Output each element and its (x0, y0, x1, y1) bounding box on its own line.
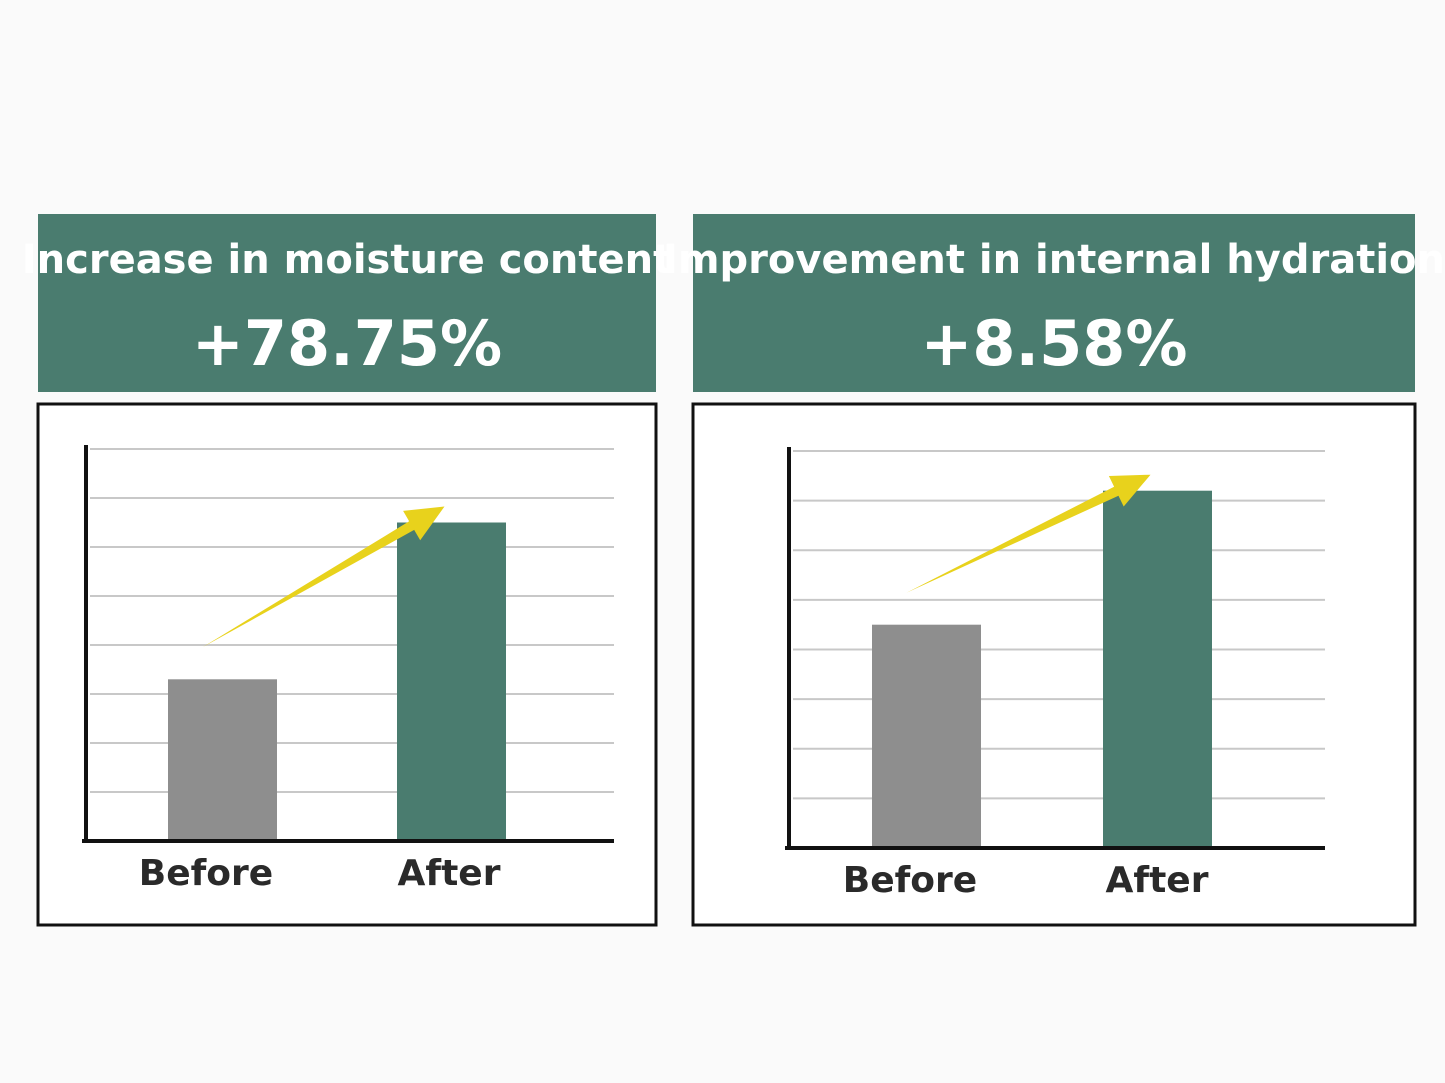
x-tick-label: After (398, 853, 501, 894)
headline-value: +8.58% (920, 307, 1187, 380)
headline-value: +78.75% (192, 307, 502, 380)
chart-frame (691, 402, 1417, 927)
header-panel (38, 214, 656, 392)
x-tick-label: Before (139, 853, 273, 894)
x-tick-label: After (1106, 860, 1209, 901)
x-tick-label: Before (843, 860, 977, 901)
panel-title: Increase in moisture content (22, 237, 672, 283)
chart-frame (36, 402, 658, 927)
panel-title: Improvement in internal hydration (663, 237, 1445, 283)
bar (1103, 490, 1212, 848)
bar (168, 679, 277, 841)
bar (872, 624, 981, 848)
bar (397, 522, 506, 841)
header-panel (693, 214, 1415, 392)
trend-arrow (202, 506, 445, 648)
trend-arrow (906, 474, 1151, 593)
